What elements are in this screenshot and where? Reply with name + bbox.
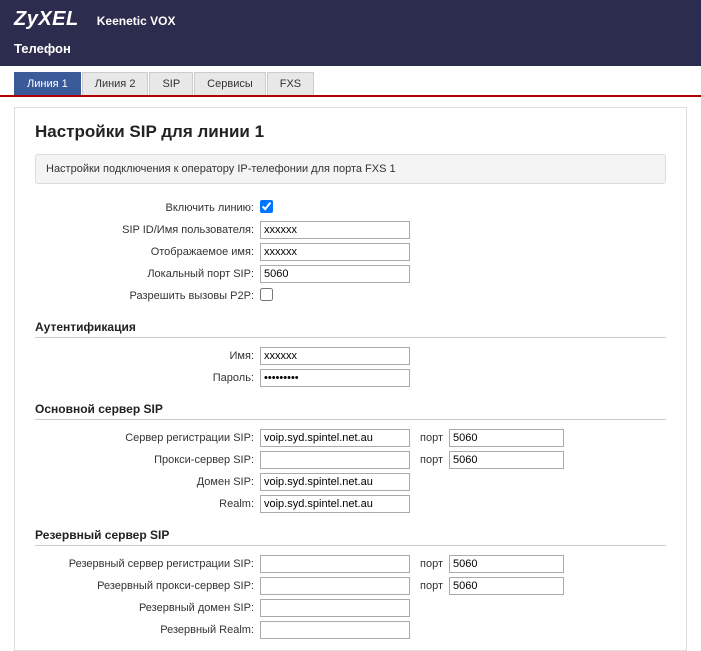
app-header: ZyXEL Keenetic VOX [0,0,701,37]
main-server-title: Основной сервер SIP [35,402,666,420]
port-label: порт [410,558,449,570]
section-title: Телефон [0,37,701,66]
domain-label: Домен SIP: [35,476,260,488]
auth-pass-label: Пароль: [35,372,260,384]
backup-domain-input[interactable] [260,599,410,617]
backup-proxy-input[interactable] [260,577,410,595]
p2p-checkbox[interactable] [260,288,273,301]
realm-label: Realm: [35,498,260,510]
product-name: Keenetic VOX [97,14,176,28]
auth-user-input[interactable] [260,347,410,365]
info-box: Настройки подключения к оператору IP-тел… [35,154,666,184]
backup-proxy-label: Резервный прокси-сервер SIP: [35,580,260,592]
backup-server-title: Резервный сервер SIP [35,528,666,546]
sipid-input[interactable] [260,221,410,239]
proxy-server-label: Прокси-сервер SIP: [35,454,260,466]
backup-domain-label: Резервный домен SIP: [35,602,260,614]
reg-server-port-input[interactable] [449,429,564,447]
enable-line-checkbox[interactable] [260,200,273,213]
tab-services[interactable]: Сервисы [194,72,266,95]
domain-input[interactable] [260,473,410,491]
port-label: порт [410,580,449,592]
tab-line1[interactable]: Линия 1 [14,72,81,95]
proxy-server-port-input[interactable] [449,451,564,469]
local-port-input[interactable] [260,265,410,283]
page-title: Настройки SIP для линии 1 [35,122,666,142]
reg-server-label: Сервер регистрации SIP: [35,432,260,444]
display-name-label: Отображаемое имя: [35,246,260,258]
p2p-label: Разрешить вызовы P2P: [35,290,260,302]
enable-line-label: Включить линию: [35,202,260,214]
tabs: Линия 1 Линия 2 SIP Сервисы FXS [0,66,701,97]
local-port-label: Локальный порт SIP: [35,268,260,280]
backup-reg-port-input[interactable] [449,555,564,573]
backup-reg-label: Резервный сервер регистрации SIP: [35,558,260,570]
realm-input[interactable] [260,495,410,513]
backup-realm-label: Резервный Realm: [35,624,260,636]
logo: ZyXEL [14,8,79,31]
tab-line2[interactable]: Линия 2 [82,72,149,95]
sipid-label: SIP ID/Имя пользователя: [35,224,260,236]
tab-fxs[interactable]: FXS [267,72,314,95]
backup-realm-input[interactable] [260,621,410,639]
backup-reg-input[interactable] [260,555,410,573]
auth-user-label: Имя: [35,350,260,362]
auth-section-title: Аутентификация [35,320,666,338]
proxy-server-input[interactable] [260,451,410,469]
display-name-input[interactable] [260,243,410,261]
reg-server-input[interactable] [260,429,410,447]
settings-panel: Настройки SIP для линии 1 Настройки подк… [14,107,687,651]
auth-pass-input[interactable] [260,369,410,387]
tab-sip[interactable]: SIP [149,72,193,95]
port-label: порт [410,432,449,444]
backup-proxy-port-input[interactable] [449,577,564,595]
port-label: порт [410,454,449,466]
